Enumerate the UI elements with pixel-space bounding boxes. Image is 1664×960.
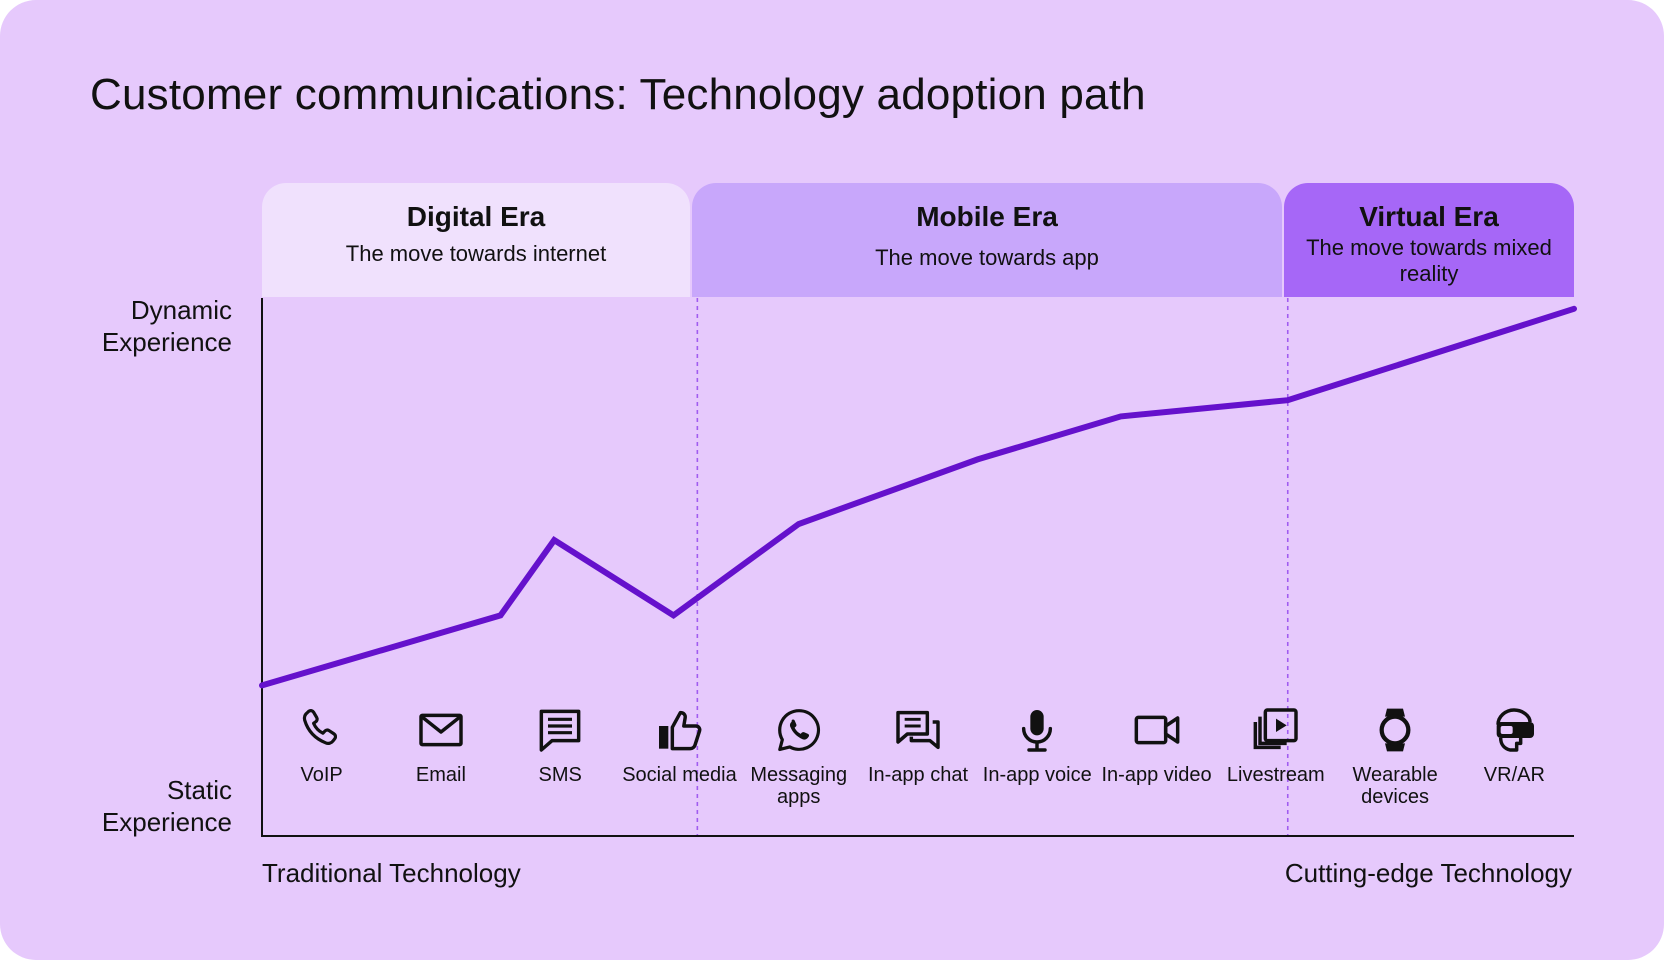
x-axis-label-right: Cutting-edge Technology [1284, 858, 1572, 888]
chat-bubbles-icon [896, 710, 940, 750]
tech-item-whatsapp: Messaging apps [740, 706, 858, 808]
tech-item-thumbs-up: Social media [620, 706, 738, 786]
era-subtitle: The move towards app [875, 245, 1099, 270]
era-name: Mobile Era [916, 201, 1058, 232]
tech-label: Social media [622, 764, 737, 786]
era-name: Digital Era [406, 201, 546, 232]
era-name: Virtual Era [1359, 201, 1499, 232]
tech-item-sms: SMS [501, 706, 619, 786]
era-subtitle: The move towards mixed reality [1306, 235, 1552, 286]
tech-item-phone: VoIP [263, 706, 381, 786]
tech-label: In-app video [1101, 764, 1212, 786]
tech-label: Messaging apps [750, 764, 848, 808]
tech-label: SMS [538, 764, 582, 786]
tech-label: Livestream [1226, 764, 1325, 786]
era-virtual: Virtual Era The move towards mixed reali… [1284, 183, 1574, 297]
y-axis-label-bottom: Static Experience [101, 775, 232, 837]
tech-label: In-app chat [867, 764, 969, 786]
envelope-icon [419, 713, 463, 747]
tech-item-chat-bubbles: In-app chat [859, 706, 977, 786]
tech-item-microphone: In-app voice [978, 706, 1096, 786]
tech-item-envelope: Email [382, 706, 500, 786]
microphone-icon [1022, 710, 1053, 752]
vr-headset-icon [1496, 708, 1535, 752]
tech-item-vr-headset: VR/AR [1455, 706, 1573, 786]
sms-icon [539, 709, 581, 752]
phone-icon [302, 709, 337, 745]
era-digital: Digital Era The move towards internet [262, 183, 690, 297]
video-camera-icon [1134, 715, 1179, 745]
tech-item-play-stack: Livestream [1217, 706, 1335, 786]
play-stack-icon [1253, 708, 1298, 750]
smartwatch-icon [1379, 708, 1411, 752]
y-axis-label-top: Dynamic Experience [101, 295, 232, 357]
era-subtitle: The move towards internet [345, 241, 607, 266]
tech-label: VoIP [300, 764, 343, 786]
tech-label: VR/AR [1483, 764, 1545, 786]
whatsapp-icon [777, 709, 820, 752]
era-mobile: Mobile Era The move towards app [692, 183, 1282, 297]
tech-item-video-camera: In-app video [1098, 706, 1216, 786]
thumbs-up-icon [659, 710, 702, 751]
tech-item-smartwatch: Wearable devices [1336, 706, 1454, 808]
tech-label: Wearable devices [1352, 764, 1438, 808]
series-line-experience [259, 305, 1577, 689]
chart-title: Customer communications: Technology adop… [90, 70, 1146, 119]
x-axis-label-left: Traditional Technology [262, 858, 521, 888]
tech-label: Email [415, 764, 466, 786]
tech-label: In-app voice [982, 764, 1092, 786]
